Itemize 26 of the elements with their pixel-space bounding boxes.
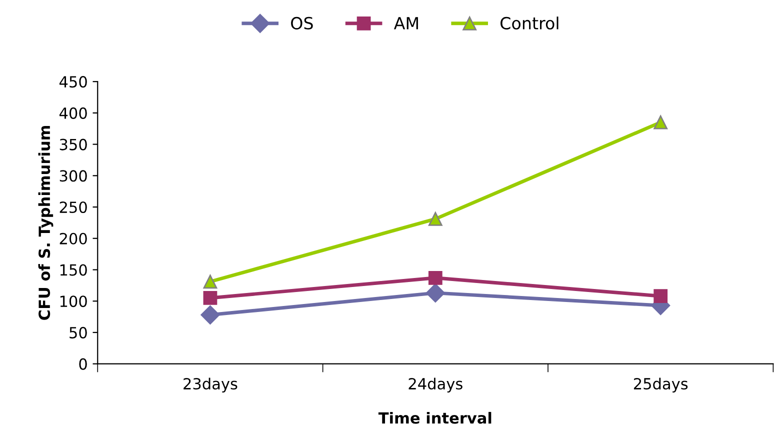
y-tick-label: 200: [60, 232, 87, 244]
point: [428, 212, 442, 226]
y-tick-label: 150: [60, 264, 87, 276]
y-tick-label: 350: [60, 138, 87, 150]
point: [200, 305, 220, 324]
x-tick-label: 23days: [184, 378, 238, 392]
legend-label: OS: [291, 16, 313, 30]
legend-label: Control: [500, 16, 558, 30]
y-axis-title: CFU of S. Typhimurium: [38, 126, 54, 320]
y-tick-label: 250: [60, 201, 87, 214]
point: [428, 270, 442, 285]
y-tick-label: 100: [60, 296, 87, 308]
point: [426, 283, 445, 302]
x-axis-title: Time interval: [378, 412, 492, 424]
x-tick-label: 24days: [408, 378, 462, 392]
y-tick-label: 400: [59, 107, 87, 119]
y-tick-label: 450: [59, 76, 87, 88]
point: [203, 274, 218, 289]
y-tick-label: 300: [60, 170, 87, 182]
point: [654, 115, 668, 130]
y-tick-label: 50: [70, 326, 87, 338]
point: [654, 289, 668, 304]
point: [203, 291, 218, 305]
y-tick-label: 0: [79, 358, 87, 370]
legend-label: AM: [394, 17, 418, 30]
x-tick-label: 25days: [634, 378, 688, 392]
